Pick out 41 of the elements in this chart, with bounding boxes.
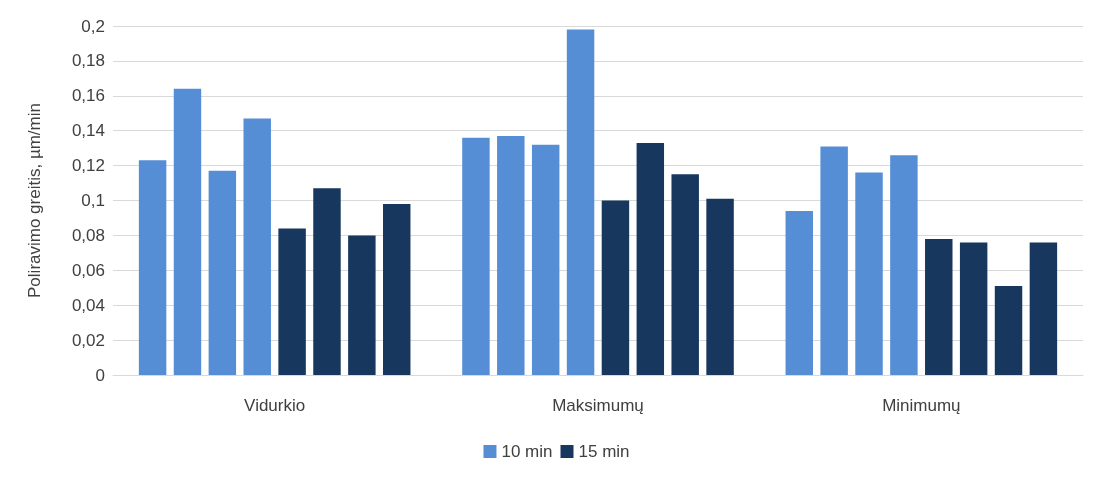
bar — [671, 174, 699, 375]
y-tick-label: 0,08 — [71, 225, 105, 245]
x-tick-label: Minimumų — [882, 396, 961, 415]
y-tick-label: 0 — [95, 365, 105, 385]
y-tick-label: 0,12 — [71, 156, 105, 176]
bar — [925, 238, 953, 375]
y-tick-label: 0,04 — [71, 295, 105, 315]
bar — [959, 242, 988, 375]
y-tick-label: 0,16 — [71, 86, 105, 106]
bar — [636, 142, 665, 375]
bar — [566, 29, 595, 375]
y-tick-label: 0,02 — [71, 330, 105, 350]
bar — [1029, 242, 1058, 375]
bar — [243, 118, 271, 375]
bar — [890, 155, 918, 375]
bar — [706, 198, 734, 375]
y-tick-label: 0,06 — [71, 260, 105, 280]
x-tick-label: Vidurkio — [244, 396, 306, 415]
bar — [138, 160, 167, 375]
bar — [208, 170, 237, 375]
bar — [313, 188, 341, 375]
bar — [531, 144, 560, 375]
y-tick-label: 0,14 — [71, 121, 105, 141]
bar — [994, 286, 1023, 375]
y-tick-label: 0,1 — [81, 191, 105, 210]
bar — [462, 137, 490, 375]
y-tick-label: 0,2 — [81, 16, 105, 36]
y-tick-label: 0,18 — [71, 51, 105, 71]
legend-label: 15 min — [578, 442, 630, 461]
bar — [497, 135, 525, 375]
bar — [785, 210, 813, 375]
bar — [383, 203, 411, 375]
bar — [173, 88, 202, 375]
bar — [855, 172, 883, 375]
y-axis-title: Poliravimo greitis, µm/min — [25, 103, 44, 298]
bar — [820, 146, 848, 375]
bar — [601, 200, 630, 375]
legend-label: 10 min — [501, 442, 553, 461]
bar — [278, 228, 306, 375]
bar — [348, 235, 376, 375]
x-tick-label: Maksimumų — [552, 396, 644, 415]
